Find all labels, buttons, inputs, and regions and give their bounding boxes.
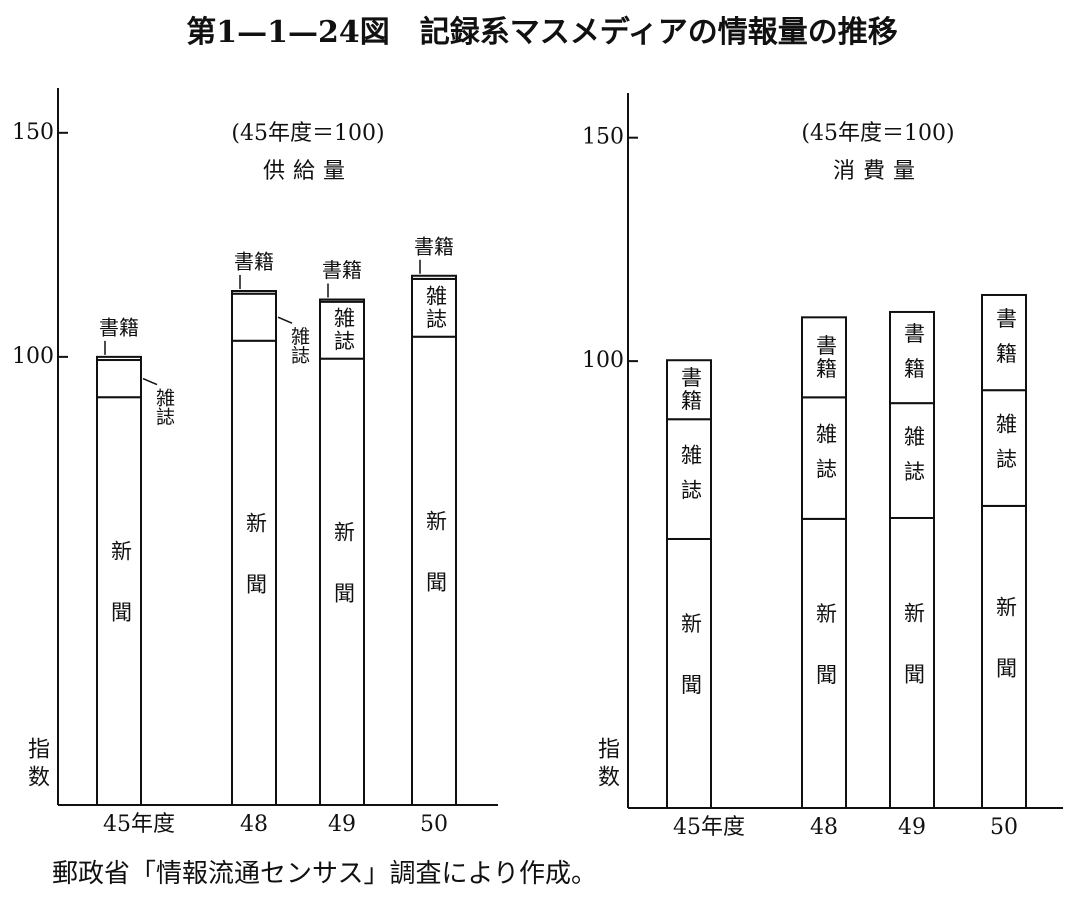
segment-label: 雑誌 [902,426,926,496]
panel-title: 消費量 [833,159,923,184]
segment-label: 雑誌 [424,285,448,331]
x-tick-label: 50 [990,815,1018,840]
bar-segment [981,504,1027,809]
bar-segment [96,355,142,362]
bar-segment [319,357,365,806]
y-tick-label: 100 [582,348,624,373]
y-axis-label: 指数 [594,737,620,793]
bar-segment [231,290,277,295]
segment-label: 書籍 [902,323,926,393]
segment-label: 雑誌 [679,444,703,514]
bar-segment [411,277,457,338]
bar-segment [319,298,365,303]
bar-segment [411,274,457,280]
segment-label: 雑誌 [814,423,838,493]
label-leader [277,316,293,324]
panel-subtitle: (45年度＝100) [231,121,384,146]
bar-segment [981,389,1027,507]
segment-label: 雑誌 [994,413,1018,483]
bar-segment [981,293,1027,392]
segment-label: 書籍 [99,315,139,339]
bar-segment [889,310,935,405]
bar-segment [666,359,712,421]
panel-subtitle: (45年度＝100) [801,121,954,146]
x-tick-label: 49 [898,815,926,840]
segment-label: 新聞 [244,512,268,634]
segment-label: 新聞 [332,521,356,643]
bar-segment [96,396,142,806]
segment-label: 書籍 [414,234,454,258]
x-tick-label: 48 [240,812,268,837]
y-tick-label: 100 [12,344,54,369]
y-axis-label: 指数 [24,737,50,793]
x-tick-label: 45年度 [103,812,175,837]
y-tick-label: 150 [582,125,624,150]
bar-segment [801,396,847,520]
segment-label: 書籍 [814,334,838,380]
segment-label: 新聞 [994,596,1018,718]
x-tick-label: 45年度 [673,815,745,840]
segment-label: 書籍 [679,367,703,413]
bar-segment [666,418,712,540]
segment-label: 新聞 [679,612,703,734]
segment-label: 新聞 [109,540,133,662]
segment-label: 雑誌 [288,326,310,364]
x-tick-label: 49 [328,812,356,837]
bar-segment [666,537,712,809]
y-tick-label: 150 [12,120,54,145]
bar-segment [801,316,847,399]
segment-label: 新聞 [424,510,448,632]
bar-segment [889,402,935,519]
bar-segment [889,516,935,810]
segment-label: 新聞 [814,602,838,724]
bar-segment [96,359,142,399]
segment-label: 新聞 [902,602,926,724]
panel-title: 供給量 [263,159,353,184]
segment-label: 書籍 [234,250,274,274]
bar-segment [231,292,277,342]
segment-label: 書籍 [322,258,362,282]
bar-segment [801,517,847,809]
figure-title: 第1—1—24図 記録系マスメディアの情報量の推移 [186,15,897,50]
x-tick-label: 50 [420,812,448,837]
segment-label: 書籍 [994,308,1018,378]
segment-label: 雑誌 [332,307,356,353]
bar-segment [231,339,277,806]
source-note: 郵政省「情報流通センサス」調査により作成。 [52,859,597,889]
segment-label: 雑誌 [153,387,175,425]
label-leader [142,377,158,386]
x-tick-label: 48 [810,815,838,840]
bar-segment [411,335,457,806]
